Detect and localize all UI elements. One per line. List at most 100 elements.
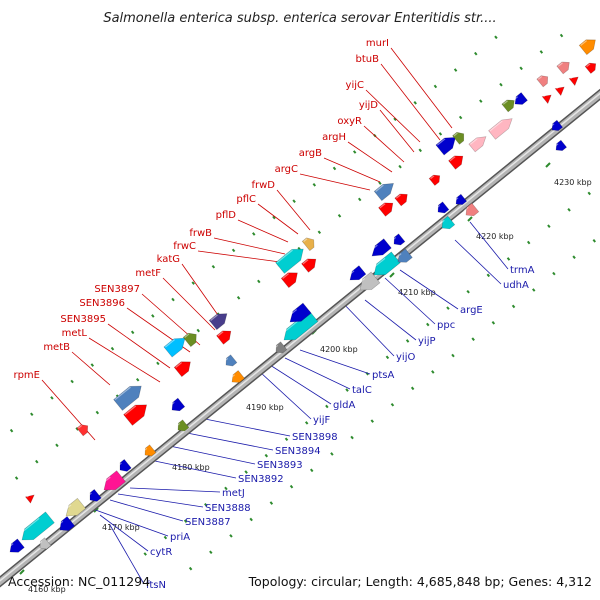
reverse-gene-19 bbox=[395, 248, 413, 263]
reverse-gene-24 bbox=[454, 193, 468, 205]
gene-label-argb[interactable]: argB bbox=[299, 148, 322, 159]
gene-label-sen3895[interactable]: SEN3895 bbox=[60, 314, 106, 325]
forward-gene-2 bbox=[182, 332, 197, 348]
grid-dot bbox=[304, 421, 309, 425]
reverse-gene-18 bbox=[369, 238, 392, 257]
gene-label-arge[interactable]: argE bbox=[460, 305, 483, 316]
gene-label-btub[interactable]: btuB bbox=[356, 54, 380, 65]
gene-label-metf[interactable]: metF bbox=[135, 268, 161, 279]
grid-dot bbox=[446, 306, 450, 310]
grid-dot bbox=[385, 355, 390, 360]
gene-label-rpme[interactable]: rpmE bbox=[13, 370, 40, 381]
gene-label-pflc[interactable]: pflC bbox=[236, 194, 256, 205]
grid-dot bbox=[491, 320, 496, 325]
forward-gene-17 bbox=[301, 258, 317, 273]
gene-label-cytr[interactable]: cytR bbox=[150, 547, 172, 558]
gene-label-ftsn[interactable]: ftsN bbox=[146, 580, 166, 591]
gene-label-ppc[interactable]: ppc bbox=[437, 320, 455, 331]
gene-label-glda[interactable]: gldA bbox=[333, 400, 355, 411]
reverse-gene-23 bbox=[463, 202, 480, 217]
gene-label-sen3894[interactable]: SEN3894 bbox=[275, 446, 321, 457]
gene-labels-layer: rpmE metB metL SEN3895 SEN3896 SEN3897 metF kat… bbox=[13, 38, 534, 591]
gene-label-oxyr[interactable]: oxyR bbox=[337, 116, 362, 127]
gene-label-frwc[interactable]: frwC bbox=[173, 241, 196, 252]
gene-label-sen3893[interactable]: SEN3893 bbox=[257, 460, 303, 471]
leader-line bbox=[363, 125, 405, 163]
grid-dot bbox=[9, 428, 14, 433]
gene-label-frwb[interactable]: frwB bbox=[189, 228, 212, 239]
gene-label-pfld[interactable]: pflD bbox=[216, 210, 237, 221]
grid-dot bbox=[426, 322, 430, 327]
leader-line bbox=[237, 219, 289, 243]
grid-dot bbox=[191, 281, 195, 285]
genome-backbone bbox=[0, 88, 600, 588]
gene-label-talc[interactable]: talC bbox=[352, 385, 372, 396]
reverse-gene-16 bbox=[356, 271, 381, 291]
gene-label-yijp[interactable]: yijP bbox=[418, 336, 436, 347]
gene-label-yijf[interactable]: yijF bbox=[313, 415, 330, 426]
leader-line bbox=[199, 417, 291, 437]
grid-dot bbox=[511, 304, 516, 309]
forward-gene-14 bbox=[173, 361, 191, 378]
gene-label-sen3896[interactable]: SEN3896 bbox=[79, 298, 125, 309]
gene-label-frwd[interactable]: frwD bbox=[251, 180, 275, 191]
grid-dot bbox=[559, 33, 564, 38]
grid-dot bbox=[163, 535, 168, 540]
gene-label-udha[interactable]: udhA bbox=[503, 280, 529, 291]
leader-line bbox=[164, 444, 256, 465]
gene-label-metj[interactable]: metJ bbox=[222, 488, 245, 499]
gene-label-argh[interactable]: argH bbox=[322, 132, 346, 143]
grid-dot bbox=[506, 257, 511, 261]
grid-dot bbox=[587, 191, 591, 196]
reverse-gene-10 bbox=[229, 370, 245, 383]
gene-label-pria[interactable]: priA bbox=[170, 532, 190, 543]
kbp-tick-mark bbox=[19, 569, 25, 575]
grid-dot bbox=[390, 402, 395, 407]
grid-dot bbox=[151, 314, 155, 318]
reverse-gene-5 bbox=[57, 516, 76, 531]
gene-label-sen3897[interactable]: SEN3897 bbox=[94, 284, 140, 295]
leader-line bbox=[299, 173, 371, 191]
grid-dot bbox=[332, 166, 337, 171]
grid-dot bbox=[345, 388, 349, 392]
forward-gene-29 bbox=[24, 494, 35, 504]
gene-label-sen3887[interactable]: SEN3887 bbox=[185, 517, 231, 528]
reverse-gene-8 bbox=[175, 419, 190, 432]
grid-dot bbox=[309, 468, 314, 473]
grid-dot bbox=[35, 459, 39, 464]
gene-label-yijd[interactable]: yijD bbox=[359, 100, 378, 111]
reverse-gene-21 bbox=[439, 215, 456, 230]
reverse-gene-3 bbox=[87, 489, 102, 502]
grid-dot bbox=[30, 412, 34, 417]
grid-dot bbox=[572, 255, 576, 260]
gene-label-yijo[interactable]: yijO bbox=[396, 352, 415, 363]
grid-dot bbox=[70, 379, 74, 384]
grid-dot bbox=[211, 264, 216, 269]
gene-label-sen3888[interactable]: SEN3888 bbox=[205, 503, 251, 514]
leader-line bbox=[399, 269, 459, 310]
grid-dot bbox=[410, 386, 415, 391]
gene-label-sen3892[interactable]: SEN3892 bbox=[238, 474, 284, 485]
grid-dot bbox=[330, 452, 334, 456]
gene-label-katg[interactable]: katG bbox=[157, 254, 180, 265]
leader-line bbox=[117, 493, 204, 508]
gene-label-yijc[interactable]: yijC bbox=[346, 80, 364, 91]
kbp-tick-label: 4170 kbp bbox=[102, 523, 140, 532]
gene-label-argc[interactable]: argC bbox=[275, 164, 298, 175]
gene-label-metb[interactable]: metB bbox=[43, 342, 70, 353]
gene-label-ptsa[interactable]: ptsA bbox=[372, 370, 394, 381]
leader-line bbox=[454, 239, 502, 285]
forward-gene-12 bbox=[578, 39, 596, 56]
grid-dot bbox=[350, 435, 354, 440]
gene-label-sen3898[interactable]: SEN3898 bbox=[292, 432, 338, 443]
gene-label-trma[interactable]: trmA bbox=[510, 265, 535, 276]
forward-gene-15 bbox=[216, 330, 232, 345]
gene-label-muri[interactable]: murI bbox=[366, 38, 389, 49]
forward-gene-16 bbox=[280, 272, 298, 289]
leader-line bbox=[109, 524, 145, 585]
grid-dot bbox=[433, 84, 438, 89]
grid-dot bbox=[183, 519, 188, 524]
grid-dot bbox=[272, 215, 276, 220]
gene-label-metl[interactable]: metL bbox=[62, 328, 88, 339]
